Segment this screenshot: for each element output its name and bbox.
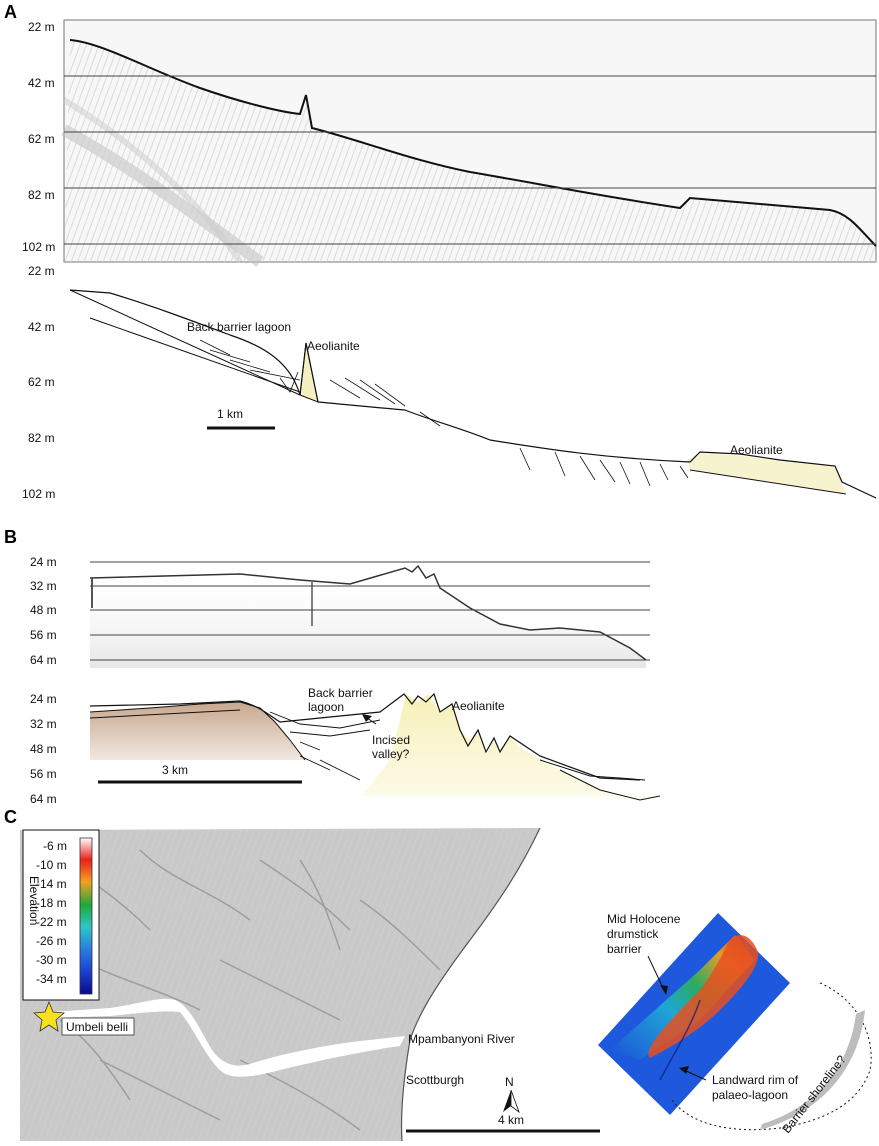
north-label: N [505, 1075, 514, 1089]
barrier-label: Mid Holocene [607, 912, 681, 926]
barrier-label: barrier [607, 942, 642, 956]
panel-a-letter: A [4, 2, 17, 22]
depth-tick: 64 m [30, 792, 57, 806]
label-aeolianite: Aeolianite [730, 443, 783, 457]
depth-tick: 102 m [22, 240, 55, 254]
shoreline-dotted [671, 982, 872, 1131]
label-incised-valley: valley? [372, 747, 410, 761]
river-label: Mpambanyoni River [408, 1032, 515, 1046]
legend-tick: -18 m [36, 896, 67, 910]
depth-tick: 56 m [30, 628, 57, 642]
legend-tick: -22 m [36, 915, 67, 929]
label-back-barrier-lagoon: Back barrier lagoon [187, 320, 291, 334]
depth-tick: 42 m [28, 320, 55, 334]
arrow-icon [660, 985, 668, 995]
terrain-map [20, 827, 541, 1142]
depth-tick: 24 m [30, 555, 57, 569]
scale-bar-label: 4 km [498, 1113, 524, 1127]
panel-b-letter: B [4, 527, 17, 547]
scale-bar-label: 1 km [217, 407, 243, 421]
panel-b-interp-axis: 24 m 32 m 48 m 56 m 64 m [30, 692, 57, 806]
depth-tick: 42 m [28, 76, 55, 90]
panel-b-seismic-axis: 24 m 32 m 48 m 56 m 64 m [30, 555, 57, 667]
depth-tick: 82 m [28, 431, 55, 445]
depth-tick: 82 m [28, 188, 55, 202]
depth-tick: 22 m [28, 264, 55, 278]
site-label-box [61, 1017, 135, 1036]
depth-tick: 62 m [28, 375, 55, 389]
legend-tick: -30 m [36, 953, 67, 967]
legend-tick: -26 m [36, 934, 67, 948]
panel-c-letter: C [4, 807, 17, 827]
shoreline-band [760, 1010, 865, 1130]
panel-a-seismic-axis: 22 m 42 m 62 m 82 m 102 m [22, 20, 55, 254]
label-incised-valley: Incised [372, 733, 410, 747]
label-back-barrier-lagoon: Back barrier [308, 686, 373, 700]
rim-label: palaeo-lagoon [712, 1088, 788, 1102]
depth-tick: 62 m [28, 132, 55, 146]
star-icon [33, 1000, 65, 1032]
elevation-color-bar [79, 837, 93, 995]
panel-a-interp-axis: 22 m 42 m 62 m 82 m 102 m [22, 264, 55, 501]
legend-tick: -34 m [36, 972, 67, 986]
label-back-barrier-lagoon: lagoon [308, 700, 344, 714]
barrier-label: drumstick [607, 927, 659, 941]
depth-tick: 64 m [30, 653, 57, 667]
legend-title: Elevation [27, 876, 41, 925]
panel-b-interpretation [89, 692, 690, 801]
depth-tick: 32 m [30, 579, 57, 593]
depth-tick: 22 m [28, 20, 55, 34]
depth-tick: 56 m [30, 767, 57, 781]
panel-b-seismic [89, 561, 650, 668]
elevation-legend: -6 m -10 m -14 m -18 m -22 m -26 m -30 m… [22, 829, 100, 1001]
depth-tick: 32 m [30, 717, 57, 731]
depth-tick: 48 m [30, 742, 57, 756]
site-label: Umbeli belli [66, 1020, 128, 1034]
north-arrow-icon [503, 1089, 520, 1114]
rim-label: Landward rim of [712, 1073, 799, 1087]
depth-tick: 24 m [30, 692, 57, 706]
label-aeolianite: Aeolianite [452, 699, 505, 713]
depth-tick: 102 m [22, 487, 55, 501]
legend-tick: -10 m [36, 858, 67, 872]
shoreline-label: Barrier shoreline? [779, 1052, 849, 1136]
panel-a-interpretation [69, 289, 877, 499]
barrier-bathymetry [598, 913, 790, 1115]
label-aeolianite: Aeolianite [307, 339, 360, 353]
legend-tick: -6 m [43, 839, 67, 853]
town-label: Scottburgh [406, 1073, 464, 1087]
depth-tick: 48 m [30, 603, 57, 617]
legend-tick: -14 m [36, 877, 67, 891]
panel-a-seismic [61, 19, 877, 267]
scale-bar-label: 3 km [162, 763, 188, 777]
arrow-icon [679, 1066, 689, 1074]
